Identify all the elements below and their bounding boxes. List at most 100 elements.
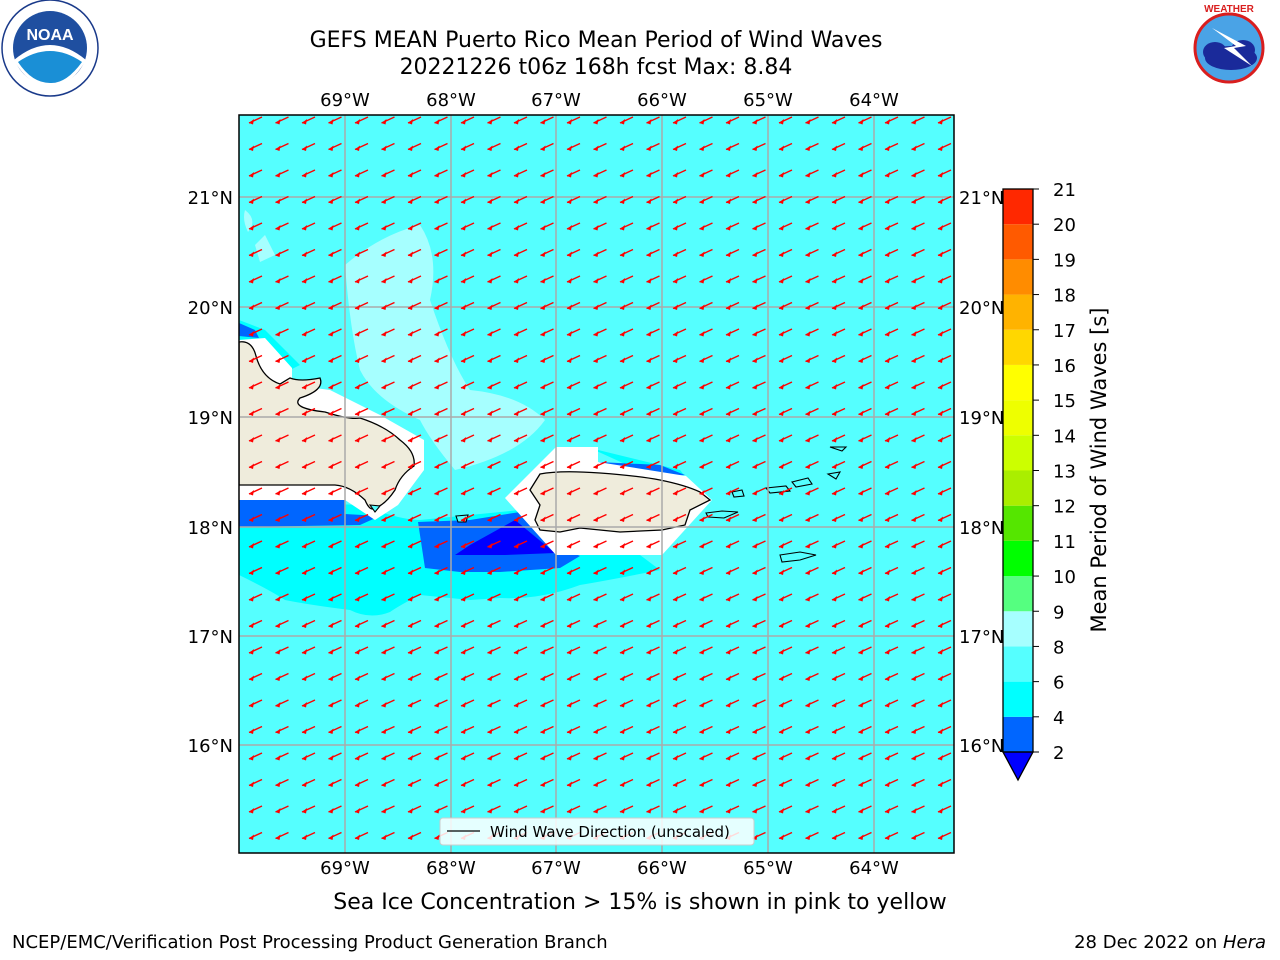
- wind-wave-arrow: [619, 116, 634, 125]
- wind-wave-arrow: [831, 301, 846, 310]
- wind-wave-arrow: [354, 248, 369, 257]
- wind-wave-arrow: [513, 434, 528, 443]
- wind-wave-arrow: [937, 805, 952, 814]
- wind-wave-arrow: [619, 646, 634, 655]
- wind-wave-arrow: [699, 248, 713, 257]
- wind-wave-arrow: [937, 831, 952, 840]
- wind-wave-arrow: [672, 725, 687, 734]
- colorbar-tick-label: 21: [1053, 180, 1076, 201]
- wind-wave-arrow: [858, 487, 872, 496]
- chart-title-line2: 20221226 t06z 168h fcst Max: 8.84: [399, 55, 793, 80]
- wind-wave-arrow: [858, 169, 872, 178]
- wind-wave-arrow: [699, 407, 713, 416]
- wind-wave-arrow: [593, 725, 607, 734]
- wind-wave-arrow: [381, 672, 395, 681]
- wind-wave-arrow: [487, 805, 501, 814]
- wind-wave-arrow: [354, 566, 369, 575]
- colorbar-tick-label: 6: [1053, 673, 1064, 694]
- wind-wave-arrow: [407, 805, 422, 814]
- colorbar-tick-label: 10: [1053, 567, 1076, 588]
- wind-wave-arrow: [328, 195, 342, 204]
- wind-wave-arrow: [858, 460, 872, 469]
- latitude-label: 21°N: [959, 188, 1004, 209]
- wind-wave-arrow: [381, 116, 395, 125]
- wind-wave-arrow: [911, 407, 925, 416]
- wind-wave-arrow: [248, 142, 263, 151]
- wind-wave-arrow: [460, 487, 475, 496]
- wind-wave-arrow: [566, 619, 581, 628]
- wind-wave-arrow: [884, 328, 899, 337]
- wind-wave-arrow: [328, 116, 342, 125]
- wind-wave-arrow: [911, 540, 925, 549]
- wind-wave-arrow: [646, 248, 660, 257]
- longitude-label: 65°W: [743, 90, 793, 111]
- wind-wave-arrow: [831, 248, 846, 257]
- wind-wave-arrow: [858, 142, 872, 151]
- colorbar-segment: [1003, 540, 1033, 577]
- wind-wave-arrow: [778, 646, 793, 655]
- wind-wave-arrow: [248, 672, 263, 681]
- wind-wave-arrow: [805, 407, 819, 416]
- island-culebra: [731, 489, 745, 498]
- wind-wave-arrow: [301, 354, 316, 363]
- wind-wave-arrow: [301, 831, 316, 840]
- wind-wave-arrow: [354, 275, 369, 284]
- plot-frame: [238, 114, 955, 854]
- wind-wave-arrow: [937, 752, 952, 761]
- wind-wave-arrow: [540, 354, 554, 363]
- wind-wave-arrow: [699, 540, 713, 549]
- wind-wave-arrow: [937, 566, 952, 575]
- noaa-logo-icon: NOAA: [1, 0, 99, 97]
- wind-wave-arrow: [328, 540, 342, 549]
- wind-wave-arrow: [540, 593, 554, 602]
- wind-wave-arrow: [805, 169, 819, 178]
- wind-wave-arrow: [381, 195, 395, 204]
- wind-wave-arrow: [831, 778, 846, 787]
- wind-wave-arrow: [672, 593, 687, 602]
- wind-wave-arrow: [778, 434, 793, 443]
- wind-wave-arrow: [858, 778, 872, 787]
- wind-wave-arrow: [911, 672, 925, 681]
- wind-wave-arrow: [513, 540, 528, 549]
- wind-wave-arrow: [275, 831, 289, 840]
- wind-wave-arrow: [275, 699, 289, 708]
- wind-wave-arrow: [301, 142, 316, 151]
- wind-wave-arrow: [937, 381, 952, 390]
- wind-wave-arrow: [672, 381, 687, 390]
- colorbar-segment: [1003, 329, 1033, 365]
- wind-wave-arrow: [354, 195, 369, 204]
- wind-wave-arrow: [858, 275, 872, 284]
- colorbar-tick-label: 12: [1053, 497, 1076, 518]
- wind-wave-arrow: [699, 619, 713, 628]
- wind-wave-arrow: [434, 487, 448, 496]
- wind-wave-arrow: [434, 248, 448, 257]
- wind-wave-arrow: [646, 301, 660, 310]
- wind-wave-arrow: [805, 381, 819, 390]
- wind-wave-arrow: [275, 593, 289, 602]
- wind-wave-arrow: [487, 646, 501, 655]
- wind-wave-arrow: [778, 778, 793, 787]
- wind-wave-arrow: [434, 328, 448, 337]
- wind-wave-arrow: [328, 142, 342, 151]
- wind-wave-arrow: [407, 195, 422, 204]
- wind-wave-arrow: [725, 778, 740, 787]
- wind-wave-arrow: [540, 725, 554, 734]
- latitude-label: 18°N: [188, 518, 233, 539]
- wind-wave-arrow: [725, 752, 740, 761]
- chart-title-line1: GEFS MEAN Puerto Rico Mean Period of Win…: [309, 28, 883, 53]
- wind-wave-arrow: [407, 593, 422, 602]
- wind-wave-arrow: [593, 434, 607, 443]
- wind-wave-arrow: [831, 354, 846, 363]
- longitude-label: 68°W: [426, 90, 476, 111]
- wind-wave-arrow: [937, 540, 952, 549]
- wind-wave-arrow: [858, 407, 872, 416]
- wind-wave-arrow: [513, 805, 528, 814]
- wind-wave-arrow: [540, 672, 554, 681]
- wind-wave-arrow: [619, 805, 634, 814]
- wind-wave-arrow: [725, 354, 740, 363]
- wind-wave-arrow: [248, 354, 263, 363]
- wind-wave-arrow: [328, 381, 342, 390]
- wind-wave-arrow: [725, 513, 740, 522]
- wind-wave-arrow: [725, 566, 740, 575]
- wind-wave-arrow: [911, 460, 925, 469]
